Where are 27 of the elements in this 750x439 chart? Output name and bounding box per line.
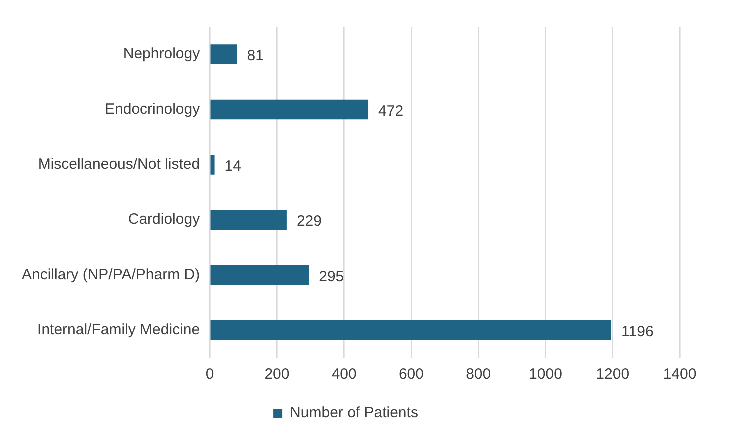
data-label: 14 bbox=[224, 158, 242, 176]
legend-label: Number of Patients bbox=[290, 404, 418, 422]
y-tick-label: Internal/Family Medicine bbox=[38, 322, 200, 339]
bar bbox=[210, 154, 215, 175]
y-tick-label: Ancillary (NP/PA/Pharm D) bbox=[22, 266, 200, 284]
bar bbox=[210, 210, 287, 230]
x-tick-label: 800 bbox=[466, 366, 492, 384]
data-label: 472 bbox=[378, 102, 404, 120]
x-tick-label: 1400 bbox=[663, 366, 697, 384]
x-tick-label: 200 bbox=[264, 366, 290, 384]
x-tick-label: 600 bbox=[398, 366, 424, 384]
y-tick-label: Cardiology bbox=[128, 211, 201, 228]
bar bbox=[210, 100, 369, 120]
x-tick-label: 1200 bbox=[596, 366, 630, 384]
y-tick-label: Miscellaneous/Not listed bbox=[38, 156, 200, 174]
bar bbox=[210, 265, 310, 286]
x-tick-label: 400 bbox=[332, 366, 357, 384]
y-tick-label: Endocrinology bbox=[105, 100, 201, 118]
data-label: 295 bbox=[319, 268, 344, 286]
x-tick-label: 1000 bbox=[529, 366, 562, 384]
bar bbox=[210, 320, 612, 340]
bar bbox=[210, 44, 238, 65]
data-label: 229 bbox=[296, 213, 322, 230]
data-label: 81 bbox=[247, 48, 264, 65]
x-tick-label: 0 bbox=[206, 366, 214, 384]
data-label: 1196 bbox=[622, 324, 654, 341]
y-tick-label: Nephrology bbox=[123, 46, 201, 63]
